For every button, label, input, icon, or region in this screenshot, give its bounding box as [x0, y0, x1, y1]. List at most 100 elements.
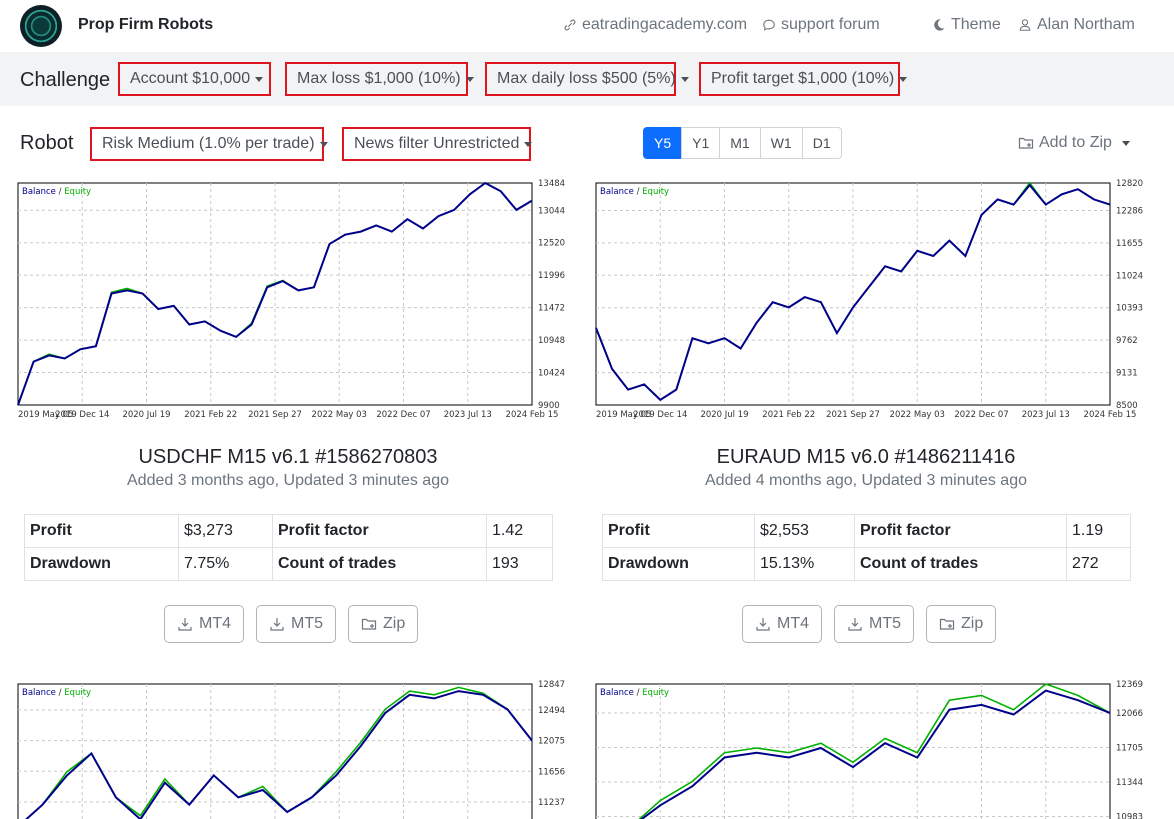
y-tick-label: 12494 — [538, 706, 565, 716]
legend-equity: Equity — [64, 688, 91, 698]
risk-value: Risk Medium (1.0% per trade) — [102, 135, 315, 152]
download-mt5-button[interactable]: MT5 — [834, 605, 914, 643]
stat-label: Count of trades — [272, 547, 487, 581]
download-icon — [178, 618, 192, 631]
x-tick-label: 2021 Sep 27 — [248, 410, 302, 420]
x-tick-label: 2022 May 03 — [312, 410, 367, 420]
download-button-row: MT4 MT5 Zip — [742, 605, 997, 643]
y-tick-label: 10424 — [538, 369, 565, 379]
download-icon — [756, 618, 770, 631]
y-tick-label: 8500 — [1116, 401, 1138, 411]
download-label: Zip — [961, 615, 984, 632]
download-zip-button[interactable]: Zip — [926, 605, 997, 643]
x-tick-label: 2019 Dec 14 — [55, 410, 109, 420]
legend-separator: / — [634, 688, 642, 698]
brand-logo[interactable] — [20, 5, 62, 47]
equity-chart-svg: 8500 9131 9762 10393 11024 11655 12286 12820 201… — [595, 179, 1143, 420]
timeframe-d1[interactable]: D1 — [801, 127, 842, 159]
timeframe-y5[interactable]: Y5 — [643, 127, 683, 159]
y-tick-label: 11655 — [1116, 239, 1143, 249]
download-mt5-button[interactable]: MT5 — [256, 605, 336, 643]
x-tick-label: 2019 Dec 14 — [633, 410, 687, 420]
balance-line — [595, 183, 1111, 402]
add-to-zip-dropdown[interactable]: Add to Zip — [1018, 134, 1130, 152]
y-tick-label: 12286 — [1116, 206, 1143, 216]
stat-label: Profit factor — [854, 514, 1067, 548]
legend-balance: Balance — [600, 688, 634, 698]
caret-down-icon — [319, 141, 328, 147]
y-tick-label: 11344 — [1116, 778, 1143, 788]
x-tick-label: 2019 May 05 — [596, 410, 651, 420]
stat-label: Profit — [24, 514, 179, 548]
profit-target-dropdown[interactable]: Profit target $1,000 (10%) — [699, 62, 908, 96]
stat-value-profit: $3,273 — [178, 514, 273, 548]
x-tick-label: 2022 Dec 07 — [376, 410, 430, 420]
legend-separator: / — [634, 187, 642, 197]
chart-legend: Balance / Equity — [600, 187, 669, 197]
download-mt4-button[interactable]: MT4 — [164, 605, 244, 643]
y-tick-label: 10948 — [538, 336, 565, 346]
y-tick-label: 9762 — [1116, 336, 1138, 346]
top-navbar: Prop Firm Robots eatradingacademy.com su… — [0, 0, 1174, 52]
download-label: Zip — [383, 615, 406, 632]
account-dropdown[interactable]: Account $10,000 — [118, 62, 271, 96]
risk-dropdown[interactable]: Risk Medium (1.0% per trade) — [90, 127, 328, 161]
download-label: MT5 — [291, 615, 323, 632]
equity-line — [638, 683, 1111, 819]
stat-label: Profit — [602, 514, 755, 548]
stat-label: Count of trades — [854, 547, 1067, 581]
caret-down-icon — [255, 76, 264, 82]
y-tick-label: 12847 — [538, 680, 565, 690]
news-filter-dropdown[interactable]: News filter Unrestricted — [342, 127, 533, 161]
folder-zip-icon — [1018, 137, 1034, 149]
brand-name[interactable]: Prop Firm Robots — [78, 16, 214, 33]
x-tick-label: 2022 May 03 — [890, 410, 945, 420]
chart-legend: Balance / Equity — [22, 187, 91, 197]
download-label: MT4 — [777, 615, 809, 632]
robot-label: Robot — [20, 132, 74, 154]
robot-title[interactable]: USDCHF M15 v6.1 #1586270803 — [138, 446, 438, 468]
x-tick-label: 2024 Feb 15 — [506, 410, 559, 420]
robot-title[interactable]: EURAUD M15 v6.0 #1486211416 — [716, 446, 1016, 468]
max-daily-loss-dropdown[interactable]: Max daily loss $500 (5%) — [485, 62, 689, 96]
download-mt4-button[interactable]: MT4 — [742, 605, 822, 643]
x-tick-label: 2022 Dec 07 — [954, 410, 1008, 420]
legend-equity: Equity — [642, 688, 669, 698]
news-filter-value: News filter Unrestricted — [354, 135, 520, 152]
add-to-zip-label: Add to Zip — [1039, 134, 1112, 151]
timeframe-button-group: Y5 Y1 M1 W1 D1 — [643, 127, 842, 159]
download-zip-button[interactable]: Zip — [348, 605, 419, 643]
y-tick-label: 11705 — [1116, 743, 1143, 753]
timeframe-w1[interactable]: W1 — [759, 127, 803, 159]
equity-chart-usdchf: 9900 10424 10948 11472 11996 12520 13044 13484 2… — [17, 178, 577, 422]
stat-value-drawdown: 15.13% — [754, 547, 855, 581]
stat-value-drawdown: 7.75% — [178, 547, 273, 581]
y-tick-label: 9900 — [538, 401, 560, 411]
legend-balance: Balance — [22, 187, 56, 197]
user-menu[interactable]: Alan Northam — [1018, 16, 1135, 34]
y-tick-label: 12369 — [1116, 680, 1143, 690]
caret-down-icon — [899, 76, 908, 82]
profit-target-value: Profit target $1,000 (10%) — [711, 70, 895, 87]
y-tick-label: 13044 — [538, 206, 565, 216]
y-tick-label: 12820 — [1116, 179, 1143, 189]
balance-line — [640, 689, 1111, 819]
x-tick-label: 2019 May 05 — [18, 410, 73, 420]
timeframe-m1[interactable]: M1 — [719, 127, 761, 159]
timeframe-y1[interactable]: Y1 — [681, 127, 721, 159]
nav-link-eatradingacademy[interactable]: eatradingacademy.com — [563, 16, 747, 34]
equity-chart-euraud: 8500 9131 9762 10393 11024 11655 12286 12820 201… — [595, 178, 1155, 422]
equity-chart-svg: 10983 11344 11705 12066 12369 Balance / Equit… — [595, 680, 1143, 819]
caret-down-icon — [524, 141, 533, 147]
link-icon — [564, 19, 576, 31]
nav-link-support-forum[interactable]: support forum — [762, 16, 880, 34]
y-tick-label: 10983 — [1116, 813, 1143, 819]
y-tick-label: 12075 — [538, 737, 565, 747]
max-daily-loss-value: Max daily loss $500 (5%) — [497, 70, 676, 87]
x-tick-label: 2021 Feb 22 — [184, 410, 237, 420]
download-icon — [848, 618, 862, 631]
theme-toggle[interactable]: Theme — [932, 16, 1001, 34]
folder-zip-icon — [361, 618, 377, 630]
account-value: Account $10,000 — [130, 70, 251, 87]
max-loss-dropdown[interactable]: Max loss $1,000 (10%) — [285, 62, 474, 96]
